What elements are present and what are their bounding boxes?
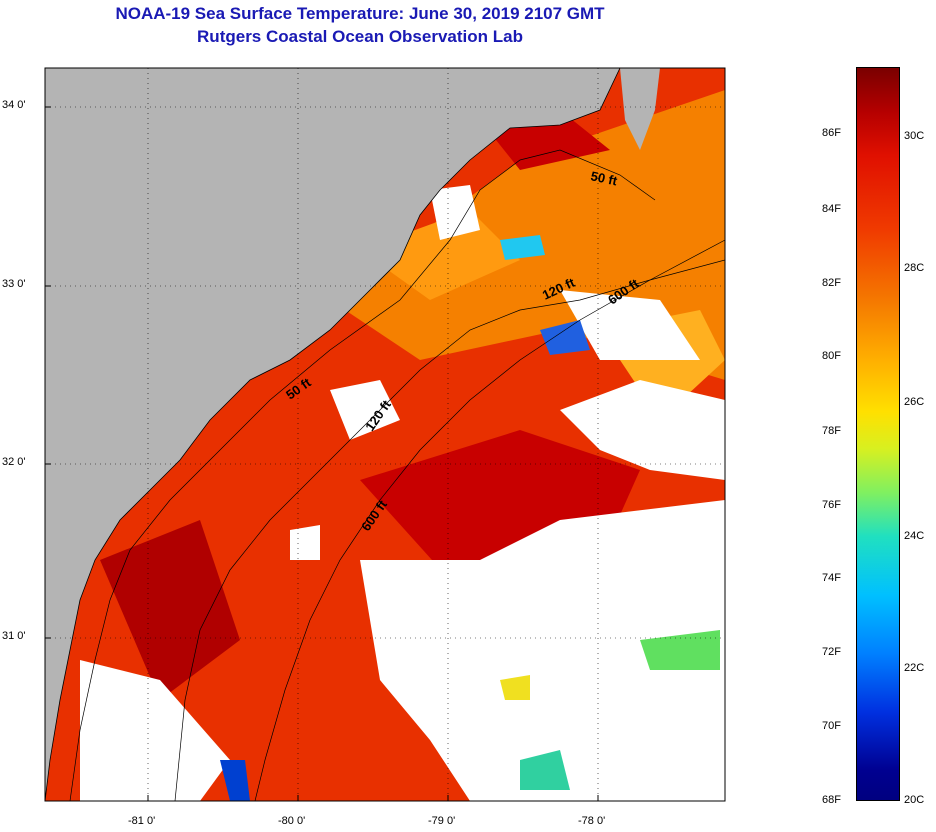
colorbar-c-label: 30C bbox=[904, 130, 925, 142]
colorbar-c-label: 24C bbox=[904, 530, 925, 542]
longitude-tick-label: -78 0' bbox=[578, 815, 606, 827]
sst-warm-region bbox=[360, 210, 520, 300]
sst-cool-patch bbox=[540, 320, 590, 355]
colorbar-f-label: 70F bbox=[822, 720, 841, 732]
longitude-tick-label: -81 0' bbox=[128, 815, 156, 827]
cloud-mask bbox=[80, 660, 230, 801]
longitude-tick-label: -79 0' bbox=[428, 815, 456, 827]
land-area bbox=[620, 68, 660, 150]
colorbar-f-label: 82F bbox=[822, 277, 841, 289]
cloud-mask bbox=[360, 500, 725, 801]
colorbar-f-label: 80F bbox=[822, 350, 841, 362]
land-area bbox=[45, 68, 620, 801]
temperature-colorbar bbox=[856, 67, 900, 801]
sst-cool-patch bbox=[520, 750, 570, 790]
contour-600ft bbox=[254, 239, 725, 801]
cloud-mask bbox=[430, 185, 480, 240]
cloud-mask bbox=[330, 380, 400, 440]
colorbar-f-label: 74F bbox=[822, 572, 841, 584]
latitude-tick-label: 34 0' bbox=[2, 99, 26, 111]
sst-hot-region bbox=[100, 520, 240, 700]
axis-ticks bbox=[45, 106, 599, 801]
map-frame bbox=[44, 67, 726, 802]
sst-cool-patch bbox=[500, 235, 545, 260]
map-subtitle: Rutgers Coastal Ocean Observation Lab bbox=[197, 27, 523, 46]
cloud-mask bbox=[560, 290, 700, 360]
contour-label: 50 ft bbox=[589, 168, 619, 188]
cloud-mask bbox=[560, 380, 725, 480]
sst-cool-patch bbox=[220, 760, 250, 801]
colorbar-f-label: 86F bbox=[822, 127, 841, 139]
coastline bbox=[45, 68, 621, 801]
latitude-tick-label: 31 0' bbox=[2, 630, 26, 642]
map-title: NOAA-19 Sea Surface Temperature: June 30… bbox=[115, 4, 605, 23]
colorbar-f-label: 68F bbox=[822, 794, 841, 806]
sst-cool-patch bbox=[500, 675, 530, 700]
longitude-tick-label: -80 0' bbox=[278, 815, 306, 827]
latitude-tick-label: 33 0' bbox=[2, 278, 26, 290]
graticule bbox=[45, 68, 725, 801]
latitude-tick-label: 32 0' bbox=[2, 456, 26, 468]
colorbar-f-label: 76F bbox=[822, 499, 841, 511]
colorbar-c-label: 20C bbox=[904, 794, 925, 806]
colorbar-c-label: 22C bbox=[904, 662, 925, 674]
colorbar-f-label: 72F bbox=[822, 646, 841, 658]
sst-cool-patch bbox=[640, 630, 720, 670]
colorbar-c-label: 28C bbox=[904, 262, 925, 274]
contour-50ft bbox=[69, 149, 656, 801]
cloud-mask bbox=[290, 525, 320, 560]
colorbar-c-label: 26C bbox=[904, 396, 925, 408]
colorbar-f-label: 84F bbox=[822, 203, 841, 215]
contour-120ft bbox=[174, 259, 725, 801]
colorbar-f-label: 78F bbox=[822, 425, 841, 437]
